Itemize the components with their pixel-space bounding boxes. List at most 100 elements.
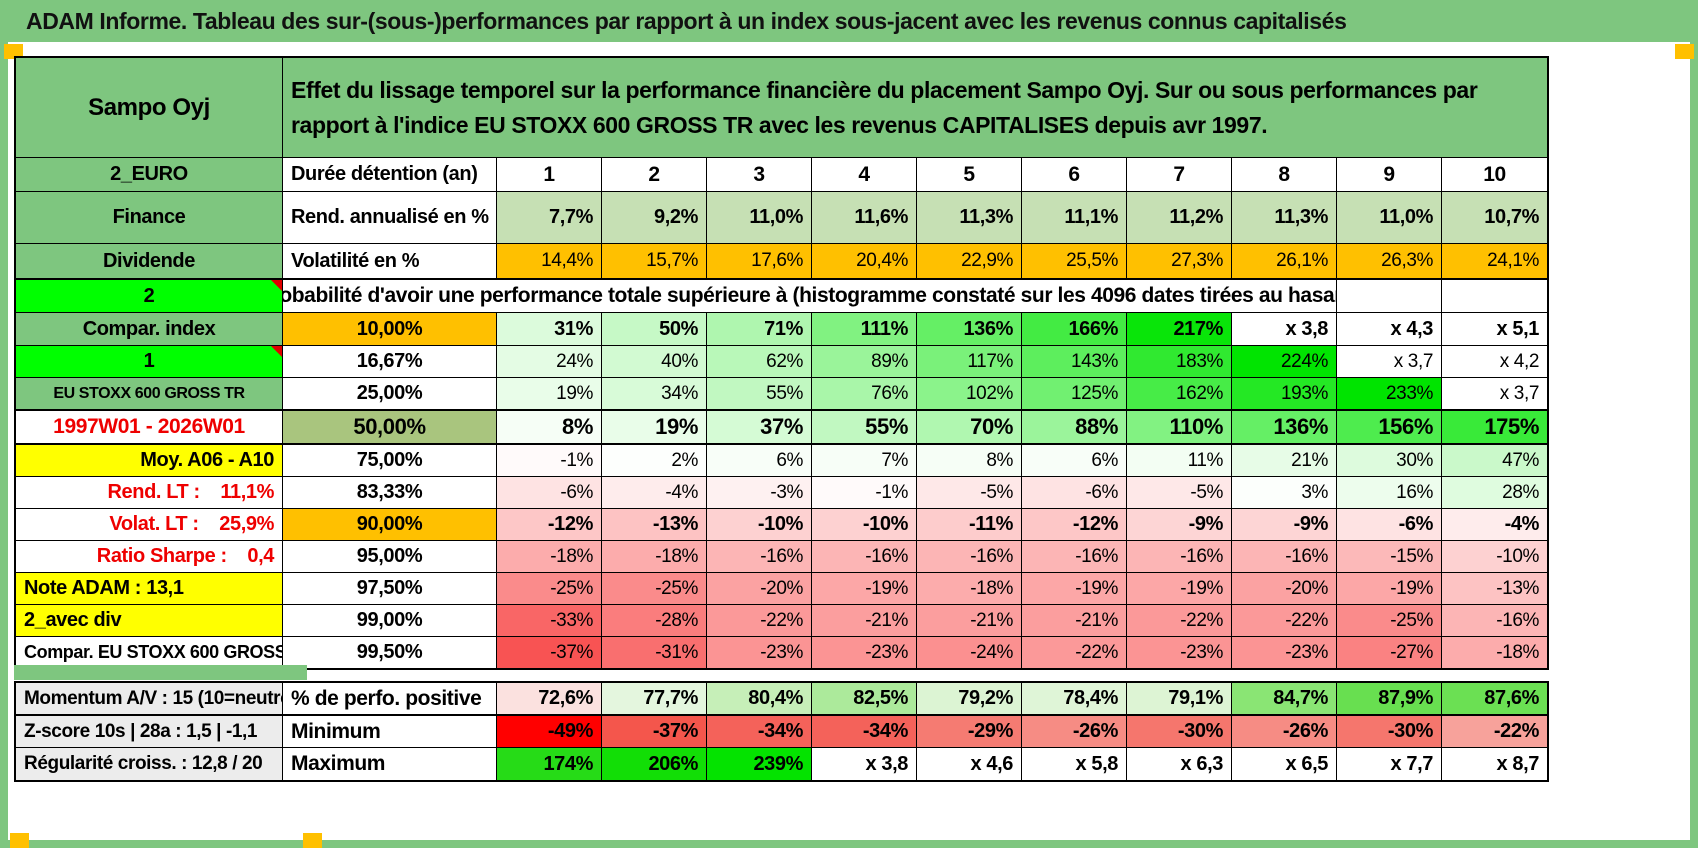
cell-r9-c3[interactable]: -1%: [812, 477, 917, 509]
cell-r12-c5[interactable]: -19%: [1022, 573, 1127, 605]
cell-r1-c5[interactable]: 11,1%: [1022, 192, 1127, 244]
cell-r2-c0[interactable]: 14,4%: [497, 244, 602, 279]
cell-r11-c6[interactable]: -16%: [1127, 541, 1232, 573]
cell-r9-c7[interactable]: 3%: [1232, 477, 1337, 509]
footer-cell-r0-c9[interactable]: 87,6%: [1442, 683, 1547, 715]
cell-r6-c9[interactable]: x 3,7: [1442, 378, 1547, 410]
cell-r2-c1[interactable]: 15,7%: [602, 244, 707, 279]
cell-r8-c9[interactable]: 47%: [1442, 445, 1547, 477]
cell-r11-c8[interactable]: -15%: [1337, 541, 1442, 573]
footer-cell-r0-c8[interactable]: 87,9%: [1337, 683, 1442, 715]
footer-cell-r1-c5[interactable]: -26%: [1022, 716, 1127, 748]
row-label-b-12[interactable]: 97,50%: [283, 573, 497, 605]
footer-cell-r1-c6[interactable]: -30%: [1127, 716, 1232, 748]
cell-r12-c2[interactable]: -20%: [707, 573, 812, 605]
footer-cell-r2-c3[interactable]: x 3,8: [812, 748, 917, 780]
cell-r8-c6[interactable]: 11%: [1127, 445, 1232, 477]
cell-r7-c3[interactable]: 55%: [812, 411, 917, 444]
cell-r0-c0[interactable]: 1: [497, 158, 602, 192]
cell-r5-c6[interactable]: 183%: [1127, 346, 1232, 378]
cell-empty-r3-c10[interactable]: [1442, 280, 1547, 313]
cell-r7-c8[interactable]: 156%: [1337, 411, 1442, 444]
cell-r5-c2[interactable]: 62%: [707, 346, 812, 378]
cell-r4-c8[interactable]: x 4,3: [1337, 313, 1442, 346]
cell-r11-c4[interactable]: -16%: [917, 541, 1022, 573]
cell-r14-c5[interactable]: -22%: [1022, 637, 1127, 668]
footer-label-b-2[interactable]: Maximum: [283, 748, 497, 780]
footer-cell-r2-c0[interactable]: 174%: [497, 748, 602, 780]
cell-r7-c4[interactable]: 70%: [917, 411, 1022, 444]
cell-r11-c5[interactable]: -16%: [1022, 541, 1127, 573]
row-label-a-12[interactable]: Note ADAM : 13,1: [16, 573, 283, 605]
footer-cell-r2-c4[interactable]: x 4,6: [917, 748, 1022, 780]
cell-r10-c2[interactable]: -10%: [707, 509, 812, 541]
footer-cell-r0-c7[interactable]: 84,7%: [1232, 683, 1337, 715]
cell-r9-c0[interactable]: -6%: [497, 477, 602, 509]
cell-r6-c4[interactable]: 102%: [917, 378, 1022, 410]
cell-r10-c4[interactable]: -11%: [917, 509, 1022, 541]
cell-r5-c4[interactable]: 117%: [917, 346, 1022, 378]
footer-cell-r2-c2[interactable]: 239%: [707, 748, 812, 780]
cell-r7-c5[interactable]: 88%: [1022, 411, 1127, 444]
footer-cell-r0-c6[interactable]: 79,1%: [1127, 683, 1232, 715]
cell-r12-c4[interactable]: -18%: [917, 573, 1022, 605]
footer-cell-r1-c3[interactable]: -34%: [812, 716, 917, 748]
cell-r8-c1[interactable]: 2%: [602, 445, 707, 477]
cell-r11-c2[interactable]: -16%: [707, 541, 812, 573]
row-label-a-5[interactable]: 1: [16, 346, 283, 378]
row-label-b-14[interactable]: 99,50%: [283, 637, 497, 668]
cell-r8-c5[interactable]: 6%: [1022, 445, 1127, 477]
cell-r6-c0[interactable]: 19%: [497, 378, 602, 410]
cell-r9-c9[interactable]: 28%: [1442, 477, 1547, 509]
cell-r8-c3[interactable]: 7%: [812, 445, 917, 477]
row-label-a-9[interactable]: Rend. LT : 11,1%: [16, 477, 283, 509]
cell-r8-c7[interactable]: 21%: [1232, 445, 1337, 477]
cell-r0-c7[interactable]: 8: [1232, 158, 1337, 192]
cell-r1-c7[interactable]: 11,3%: [1232, 192, 1337, 244]
row-label-a-8[interactable]: Moy. A06 - A10: [16, 445, 283, 477]
row-label-b-7[interactable]: 50,00%: [283, 411, 497, 444]
cell-r9-c6[interactable]: -5%: [1127, 477, 1232, 509]
cell-r12-c3[interactable]: -19%: [812, 573, 917, 605]
footer-cell-r1-c1[interactable]: -37%: [602, 716, 707, 748]
row-label-a-1[interactable]: Finance: [16, 192, 283, 244]
cell-r10-c8[interactable]: -6%: [1337, 509, 1442, 541]
cell-r13-c4[interactable]: -21%: [917, 605, 1022, 637]
cell-r13-c0[interactable]: -33%: [497, 605, 602, 637]
cell-r10-c9[interactable]: -4%: [1442, 509, 1547, 541]
row-label-b-0[interactable]: Durée détention (an): [283, 158, 497, 192]
cell-r10-c3[interactable]: -10%: [812, 509, 917, 541]
cell-r4-c7[interactable]: x 3,8: [1232, 313, 1337, 346]
cell-r14-c9[interactable]: -18%: [1442, 637, 1547, 668]
footer-cell-r1-c4[interactable]: -29%: [917, 716, 1022, 748]
cell-stock-name[interactable]: Sampo Oyj: [16, 58, 283, 158]
footer-label-b-1[interactable]: Minimum: [283, 716, 497, 748]
footer-label-b-0[interactable]: % de perfo. positive: [283, 683, 497, 715]
cell-r4-c0[interactable]: 31%: [497, 313, 602, 346]
footer-cell-r0-c4[interactable]: 79,2%: [917, 683, 1022, 715]
cell-r8-c8[interactable]: 30%: [1337, 445, 1442, 477]
row-label-b-10[interactable]: 90,00%: [283, 509, 497, 541]
cell-r7-c7[interactable]: 136%: [1232, 411, 1337, 444]
footer-cell-r0-c0[interactable]: 72,6%: [497, 683, 602, 715]
row-label-a-4[interactable]: Compar. index: [16, 313, 283, 346]
cell-r4-c3[interactable]: 111%: [812, 313, 917, 346]
cell-r8-c2[interactable]: 6%: [707, 445, 812, 477]
cell-r13-c5[interactable]: -21%: [1022, 605, 1127, 637]
row-label-a-14[interactable]: Compar. EU STOXX 600 GROSS TR: [16, 637, 283, 668]
cell-r13-c8[interactable]: -25%: [1337, 605, 1442, 637]
row-label-a-6[interactable]: EU STOXX 600 GROSS TR: [16, 378, 283, 410]
cell-r2-c6[interactable]: 27,3%: [1127, 244, 1232, 279]
row-label-a-11[interactable]: Ratio Sharpe : 0,4: [16, 541, 283, 573]
footer-cell-r1-c8[interactable]: -30%: [1337, 716, 1442, 748]
row-label-b-13[interactable]: 99,00%: [283, 605, 497, 637]
cell-r11-c1[interactable]: -18%: [602, 541, 707, 573]
cell-r5-c7[interactable]: 224%: [1232, 346, 1337, 378]
cell-r0-c8[interactable]: 9: [1337, 158, 1442, 192]
footer-cell-r1-c9[interactable]: -22%: [1442, 716, 1547, 748]
row-label-a-13[interactable]: 2_avec div: [16, 605, 283, 637]
row-label-a-2[interactable]: Dividende: [16, 244, 283, 279]
cell-r7-c9[interactable]: 175%: [1442, 411, 1547, 444]
cell-r2-c5[interactable]: 25,5%: [1022, 244, 1127, 279]
cell-r10-c0[interactable]: -12%: [497, 509, 602, 541]
